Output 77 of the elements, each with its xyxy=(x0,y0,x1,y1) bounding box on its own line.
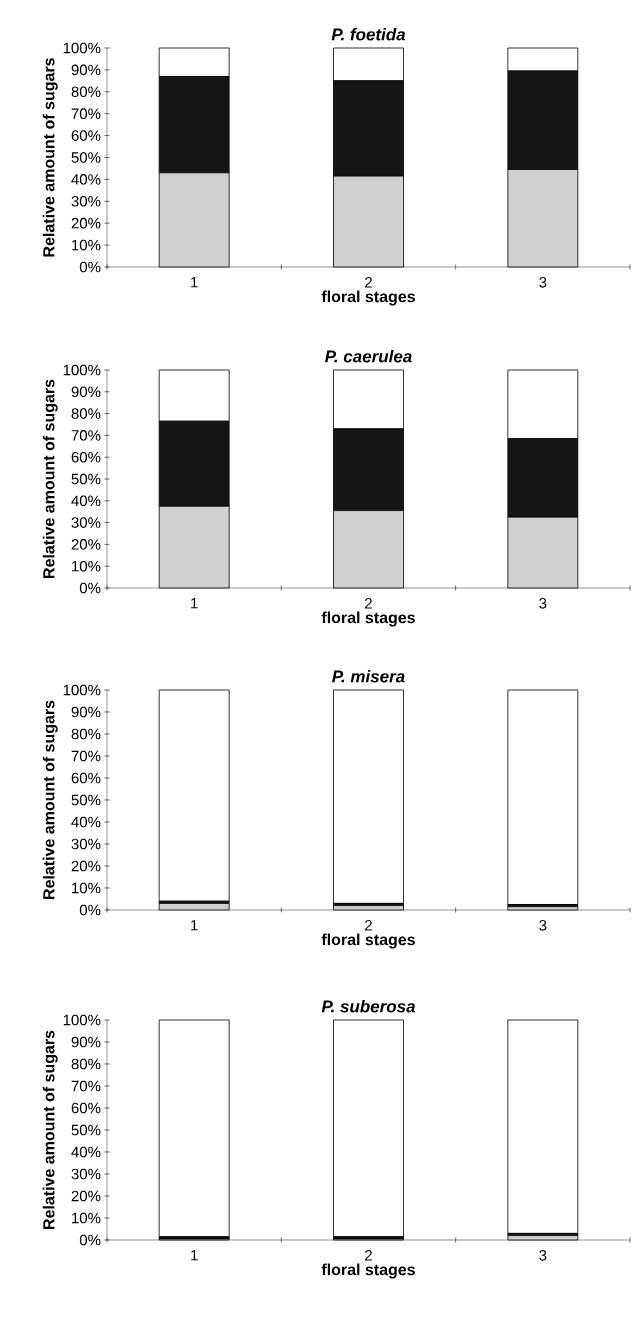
y-tick-label: 60% xyxy=(71,772,101,784)
y-tick-label: 50% xyxy=(71,473,101,485)
bar xyxy=(333,905,404,911)
bar xyxy=(158,689,230,902)
x-axis-title: floral stages xyxy=(321,1263,415,1279)
y-tick-label: 100% xyxy=(63,42,101,54)
x-tick-label: 3 xyxy=(539,920,547,931)
chart-title: P. foetida xyxy=(331,27,406,41)
y-axis-title: Relative amount of sugars xyxy=(42,700,58,899)
y-tick-label: 100% xyxy=(63,684,101,696)
x-tick-label: 1 xyxy=(191,920,198,931)
y-tick-label: 30% xyxy=(71,517,101,528)
y-tick-label: 60% xyxy=(71,130,101,141)
x-tick-label: 1 xyxy=(191,598,198,609)
x-tick-label: 2 xyxy=(365,920,372,931)
y-axis-title: Relative amount of sugars xyxy=(42,379,58,578)
bar xyxy=(507,689,579,905)
y-tick-label: 30% xyxy=(71,838,101,850)
bar xyxy=(507,1019,579,1234)
y-tick-label: 90% xyxy=(71,64,101,76)
y-tick-label: 40% xyxy=(71,174,101,185)
y-tick-label: 80% xyxy=(71,86,101,98)
y-tick-label: 0% xyxy=(79,582,101,594)
x-tick-label: 2 xyxy=(365,598,372,609)
y-tick-label: 10% xyxy=(72,560,101,572)
y-tick-label: 90% xyxy=(71,706,101,718)
y-tick-label: 10% xyxy=(72,239,101,251)
x-tick-label: 1 xyxy=(191,1250,198,1261)
y-tick-label: 100% xyxy=(63,364,101,376)
y-tick-label: 40% xyxy=(71,495,101,507)
chart-title: P. suberosa xyxy=(321,999,416,1013)
y-tick-label: 70% xyxy=(71,430,101,441)
x-tick-label: 3 xyxy=(539,1250,547,1261)
y-tick-label: 70% xyxy=(71,750,101,762)
chart-title: P. caerulea xyxy=(325,349,412,363)
y-tick-label: 50% xyxy=(71,1124,101,1136)
x-tick-label: 2 xyxy=(365,277,372,288)
y-tick-label: 20% xyxy=(71,217,101,229)
y-tick-label: 80% xyxy=(71,408,101,419)
y-tick-label: 50% xyxy=(71,152,101,163)
y-tick-label: 20% xyxy=(71,860,101,872)
y-tick-label: 80% xyxy=(71,1058,101,1070)
y-tick-label: 50% xyxy=(71,794,101,806)
bar xyxy=(333,1019,404,1238)
bar xyxy=(507,1235,579,1241)
y-tick-label: 10% xyxy=(72,1212,101,1224)
y-tick-label: 40% xyxy=(71,1146,101,1158)
x-tick-label: 2 xyxy=(365,1250,372,1261)
y-tick-label: 40% xyxy=(71,816,101,828)
y-tick-label: 0% xyxy=(79,1234,101,1246)
y-tick-label: 70% xyxy=(71,108,101,119)
y-tick-label: 100% xyxy=(63,1014,101,1026)
y-axis-title: Relative amount of sugars xyxy=(42,1030,58,1229)
bar xyxy=(158,1019,230,1238)
x-tick-label: 3 xyxy=(539,277,547,288)
bar xyxy=(158,902,230,911)
x-tick-label: 3 xyxy=(539,598,547,609)
bar xyxy=(333,689,404,904)
y-tick-label: 20% xyxy=(71,539,101,550)
y-tick-label: 90% xyxy=(71,386,101,398)
y-axis-title: Relative amount of sugars xyxy=(42,58,58,257)
y-tick-label: 30% xyxy=(71,1168,101,1180)
x-axis-title: floral stages xyxy=(321,290,415,306)
x-axis-title: floral stages xyxy=(321,611,415,627)
y-tick-label: 20% xyxy=(71,1190,101,1202)
y-tick-label: 90% xyxy=(71,1036,101,1048)
y-tick-label: 0% xyxy=(79,261,101,273)
y-tick-label: 70% xyxy=(71,1080,101,1092)
y-tick-label: 0% xyxy=(79,904,101,916)
chart-title: P. misera xyxy=(332,669,405,683)
y-tick-label: 80% xyxy=(71,728,101,740)
x-tick-label: 1 xyxy=(191,277,198,288)
y-tick-label: 60% xyxy=(71,451,101,463)
y-tick-label: 10% xyxy=(72,882,101,894)
x-axis-title: floral stages xyxy=(321,933,415,949)
y-tick-label: 60% xyxy=(71,1102,101,1114)
y-tick-label: 30% xyxy=(71,195,101,207)
